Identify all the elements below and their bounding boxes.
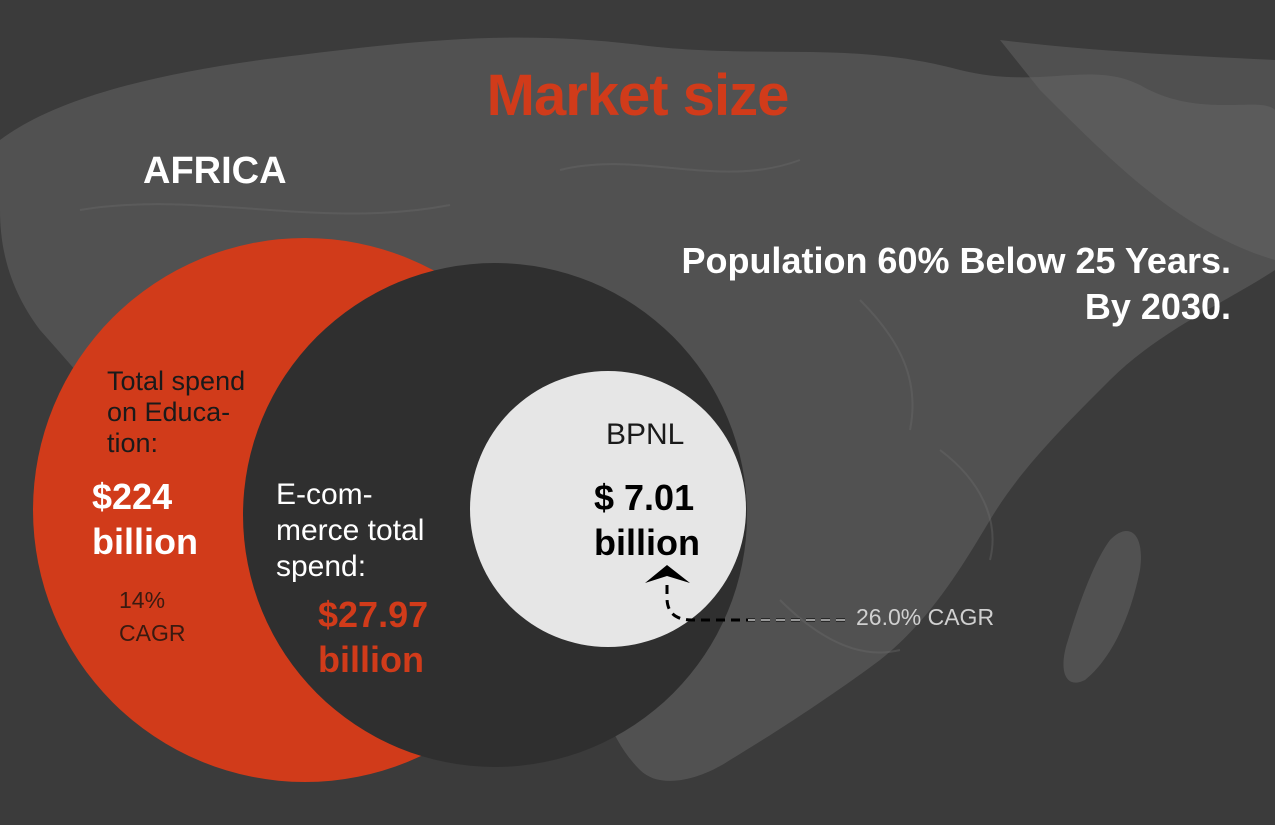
bpnl-value: $ 7.01 billion	[594, 477, 700, 563]
ecommerce-value: $27.97 billion	[318, 594, 429, 680]
education-label: Total spend on Educa- tion:	[107, 366, 246, 458]
education-cagr: 14% CAGR	[119, 587, 186, 646]
page-title: Market size	[486, 63, 790, 128]
ecommerce-label: E-com- merce total spend:	[276, 478, 425, 583]
madagascar-island	[1063, 531, 1141, 683]
terrain-texture	[79, 159, 994, 654]
bpnl-cagr: 26.0% CAGR	[856, 604, 995, 630]
population-note: Population 60% Below 25 Years. By 2030.	[681, 240, 1231, 327]
arrow-up-icon	[645, 565, 690, 583]
bpnl-label: BPNL	[606, 418, 685, 451]
region-label: AFRICA	[143, 150, 287, 192]
arabia-landmass	[1000, 40, 1275, 260]
education-value: $224 billion	[92, 476, 198, 562]
cagr-connector-line	[665, 582, 845, 622]
